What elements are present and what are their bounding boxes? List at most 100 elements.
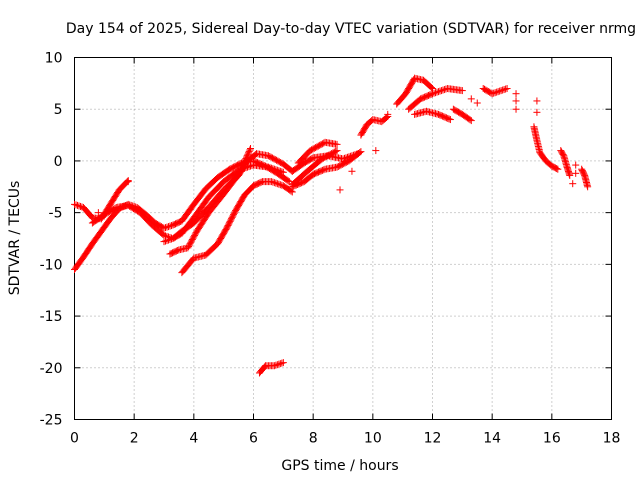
x-axis-tick-labels: 0 2 4 6 8 10 12 14 16 18 bbox=[70, 431, 620, 447]
data-point bbox=[239, 160, 247, 168]
x-axis-label: GPS time / hours bbox=[281, 458, 398, 474]
plot-frame bbox=[74, 57, 612, 420]
data-point bbox=[235, 170, 243, 178]
data-point bbox=[273, 180, 281, 188]
data-point bbox=[499, 86, 507, 94]
data-point bbox=[357, 148, 365, 156]
data-point bbox=[241, 157, 249, 165]
data-point bbox=[236, 168, 244, 176]
data-point bbox=[94, 209, 102, 217]
y-tick-label: 5 bbox=[54, 102, 63, 118]
data-point bbox=[266, 164, 274, 172]
data-point bbox=[440, 86, 448, 94]
x-tick-label: 2 bbox=[130, 431, 139, 447]
data-point bbox=[75, 202, 83, 210]
x-tick-label: 12 bbox=[424, 431, 442, 447]
data-point bbox=[493, 88, 501, 96]
data-point bbox=[497, 87, 505, 95]
data-point bbox=[554, 165, 562, 173]
data-point bbox=[333, 147, 341, 155]
data-point bbox=[490, 89, 498, 97]
data-point bbox=[502, 85, 510, 93]
data-point bbox=[264, 163, 272, 171]
data-point bbox=[496, 87, 504, 95]
data-point bbox=[166, 236, 174, 244]
data-point bbox=[429, 90, 436, 98]
data-point bbox=[272, 361, 280, 369]
data-point bbox=[356, 149, 364, 157]
y-tick-label: 0 bbox=[54, 154, 63, 170]
x-tick-label: 16 bbox=[543, 431, 561, 447]
y-tick-label: -5 bbox=[49, 206, 63, 222]
x-tick-label: 14 bbox=[483, 431, 501, 447]
data-point bbox=[247, 145, 255, 153]
data-point bbox=[246, 146, 254, 154]
y-tick-label: -15 bbox=[40, 309, 63, 325]
x-tick-label: 10 bbox=[364, 431, 382, 447]
data-point bbox=[436, 87, 444, 95]
data-point bbox=[533, 97, 541, 105]
data-point bbox=[76, 202, 84, 210]
data-point bbox=[584, 183, 592, 191]
x-tick-label: 0 bbox=[70, 431, 79, 447]
grid bbox=[74, 57, 612, 420]
data-point bbox=[491, 89, 499, 97]
data-point bbox=[242, 155, 250, 163]
data-point bbox=[437, 87, 445, 95]
data-point bbox=[237, 165, 245, 173]
data-point bbox=[161, 224, 169, 232]
data-point bbox=[439, 86, 447, 94]
data-point bbox=[445, 115, 453, 123]
data-point bbox=[245, 147, 253, 155]
data-point bbox=[241, 156, 249, 164]
data-point bbox=[279, 359, 287, 367]
data-point bbox=[466, 116, 474, 124]
data-point bbox=[275, 167, 283, 175]
data-point bbox=[494, 88, 502, 96]
y-axis-label: SDTVAR / TECUs bbox=[7, 181, 23, 296]
data-point bbox=[243, 153, 251, 161]
data-point bbox=[243, 152, 251, 160]
data-point bbox=[473, 99, 481, 107]
data-point bbox=[566, 171, 574, 179]
data-point bbox=[273, 361, 281, 369]
data-point bbox=[269, 165, 277, 173]
y-tick-label: -10 bbox=[40, 257, 63, 273]
y-tick-label: -25 bbox=[40, 413, 63, 429]
data-point bbox=[279, 168, 287, 176]
data-point bbox=[73, 201, 81, 209]
x-tick-label: 18 bbox=[603, 431, 621, 447]
data-point bbox=[569, 180, 577, 188]
data-point bbox=[275, 360, 283, 368]
data-point bbox=[238, 163, 246, 171]
data-point bbox=[270, 362, 278, 370]
data-point bbox=[488, 90, 496, 98]
y-tick-label: -20 bbox=[40, 361, 63, 377]
data-point bbox=[235, 169, 243, 177]
data-point bbox=[572, 169, 580, 177]
data-point bbox=[247, 162, 255, 170]
data-point bbox=[163, 237, 171, 245]
data-point bbox=[166, 222, 174, 230]
data-point bbox=[533, 108, 541, 116]
data-point bbox=[446, 116, 454, 124]
data-point bbox=[284, 177, 292, 185]
data-point bbox=[372, 147, 380, 155]
data-point bbox=[553, 165, 561, 173]
data-point bbox=[72, 201, 80, 209]
data-point bbox=[272, 179, 280, 187]
data-point bbox=[467, 117, 475, 125]
data-point bbox=[164, 236, 172, 244]
axis-ticks bbox=[74, 57, 612, 420]
data-point bbox=[164, 223, 172, 231]
data-point bbox=[333, 140, 341, 148]
data-point bbox=[270, 165, 278, 173]
data-point bbox=[239, 162, 247, 170]
data-point bbox=[272, 166, 280, 174]
data-point bbox=[276, 360, 284, 368]
data-point bbox=[512, 90, 520, 98]
y-tick-label: 10 bbox=[45, 51, 63, 67]
data-point bbox=[287, 187, 295, 195]
data-point bbox=[332, 147, 340, 155]
data-point bbox=[269, 178, 277, 186]
